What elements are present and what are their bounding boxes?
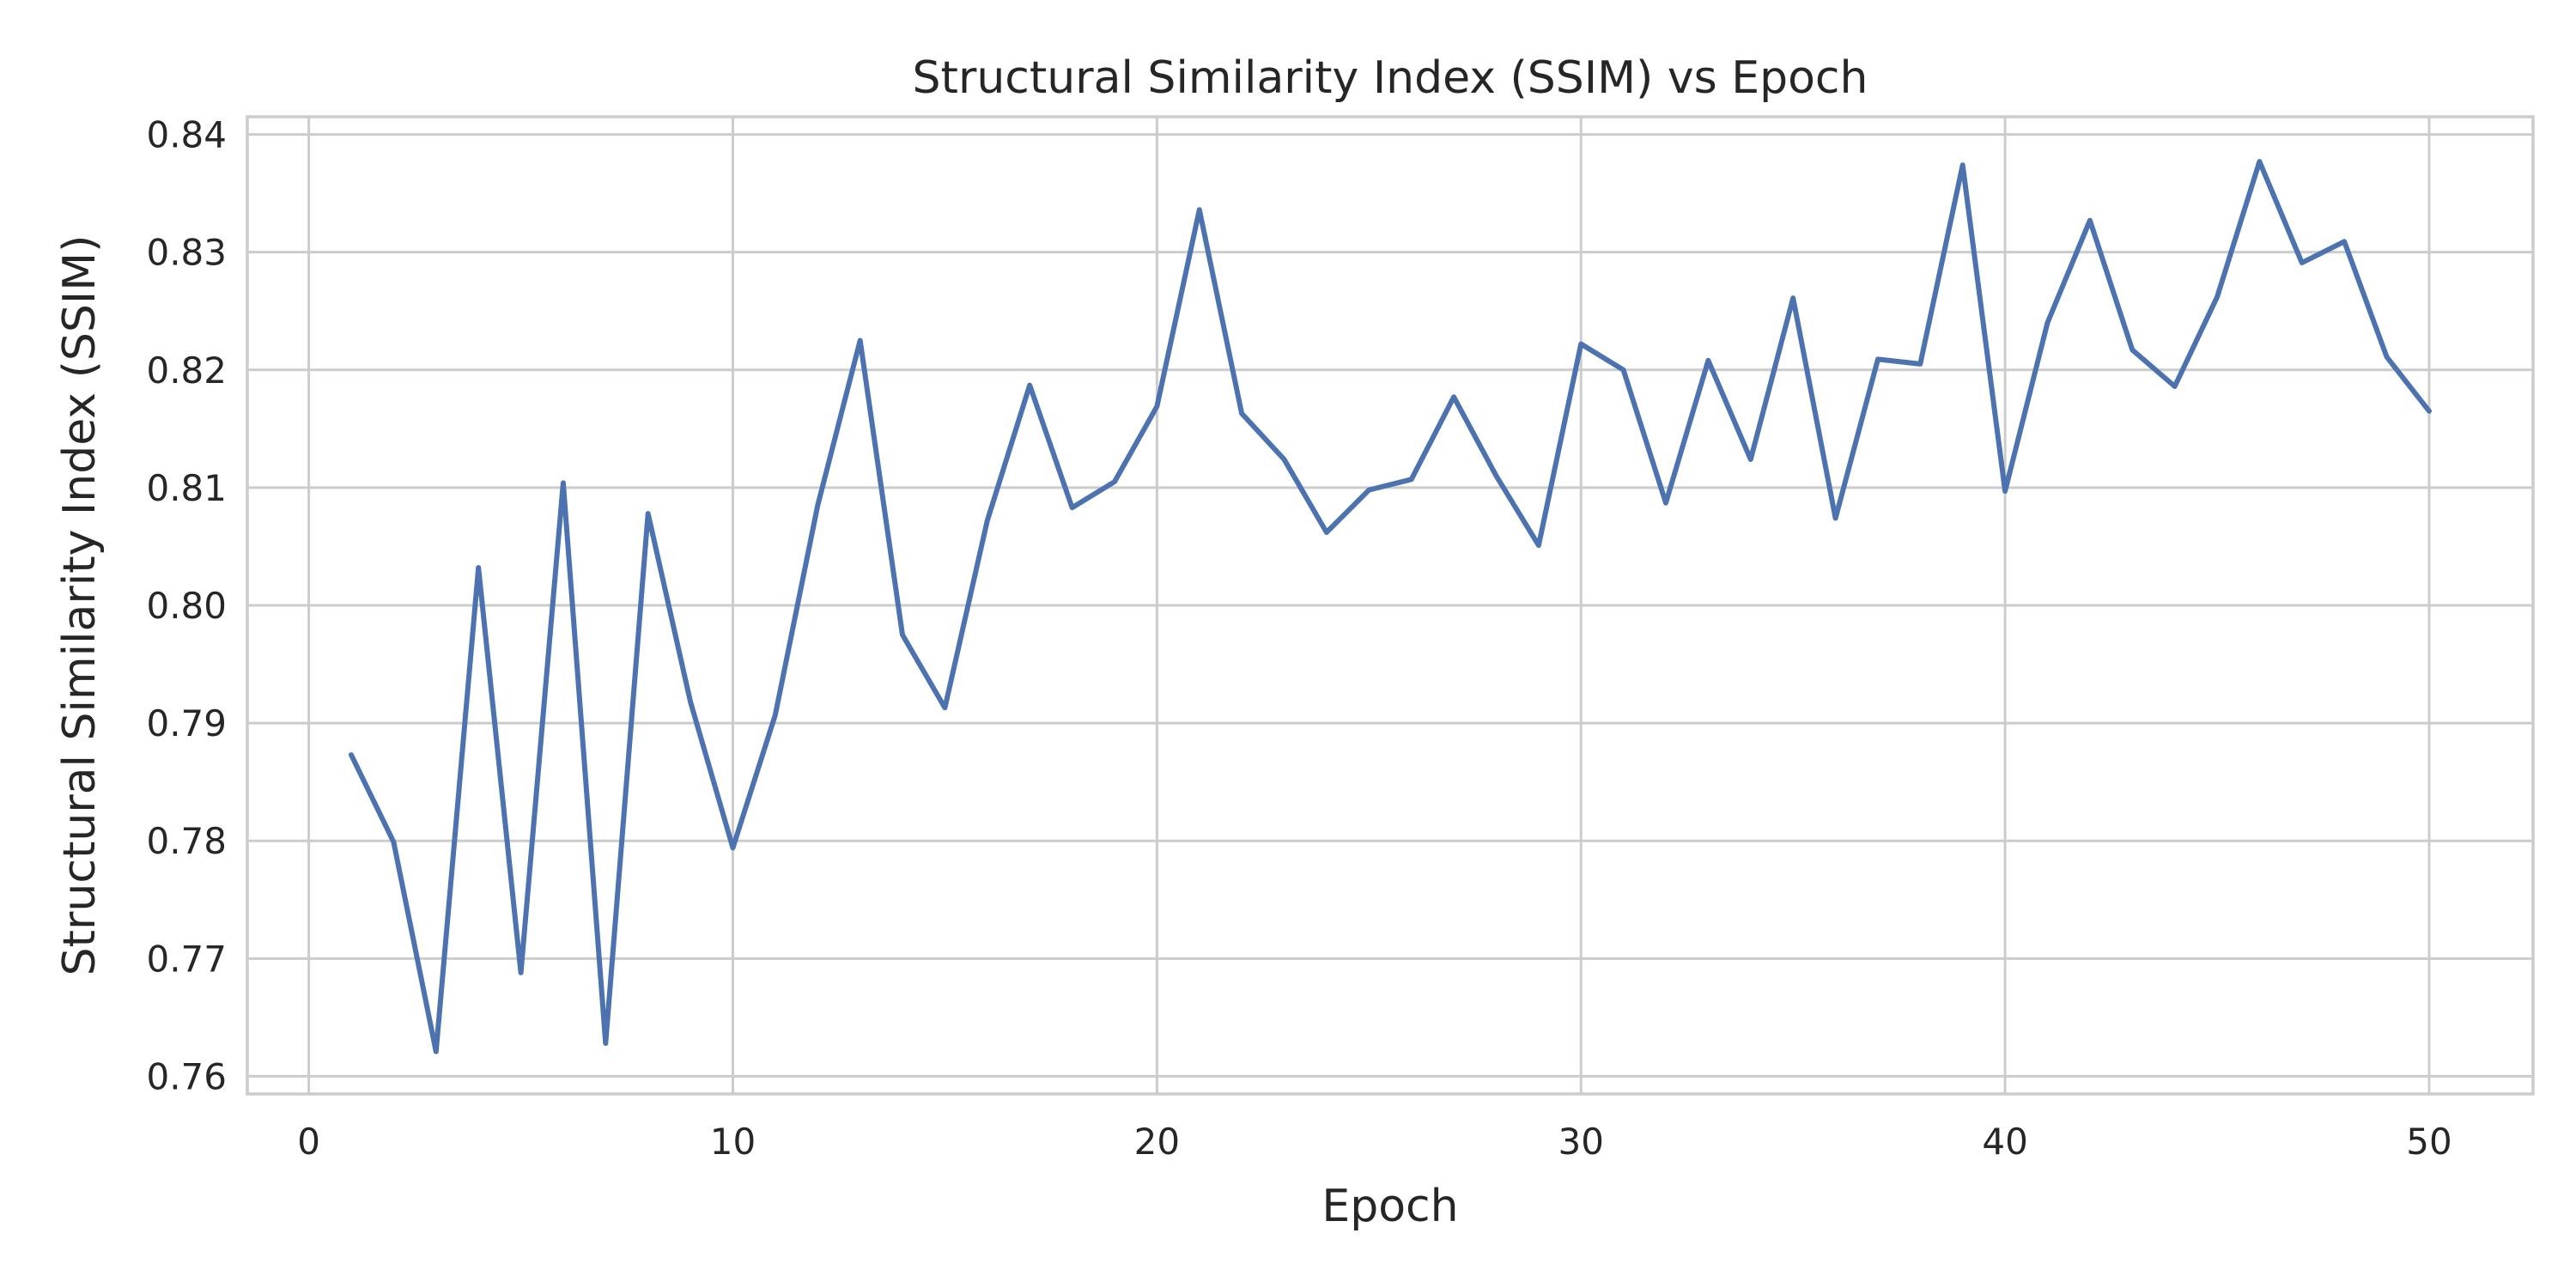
y-tick-label: 0.76	[146, 1055, 227, 1097]
x-tick-label: 50	[2406, 1121, 2451, 1163]
y-tick-label: 0.77	[146, 938, 227, 980]
y-tick-label: 0.80	[146, 585, 227, 627]
x-tick-label: 20	[1134, 1121, 1180, 1163]
y-tick-label: 0.84	[146, 114, 227, 156]
x-tick-label: 0	[297, 1121, 320, 1163]
grid	[247, 117, 2533, 1094]
y-tick-label: 0.83	[146, 232, 227, 274]
y-tick-label: 0.78	[146, 820, 227, 862]
series-layer	[349, 159, 2432, 1054]
x-tick-label: 40	[1982, 1121, 2027, 1163]
chart-title: Structural Similarity Index (SSIM) vs Ep…	[913, 52, 1868, 104]
y-axis-label: Structural Similarity Index (SSIM)	[54, 235, 106, 976]
y-tick-label: 0.82	[146, 349, 227, 392]
y-tick-labels: 0.76 0.77 0.78 0.79 0.80 0.81 0.82 0.83 0.84	[146, 114, 227, 1098]
x-tick-label: 10	[710, 1121, 756, 1163]
series-line	[349, 159, 2432, 1054]
plot-frame	[246, 115, 2535, 1096]
y-tick-label: 0.79	[146, 702, 227, 744]
y-tick-label: 0.81	[146, 467, 227, 509]
x-axis-label: Epoch	[1321, 1181, 1458, 1232]
x-tick-labels: 0 10 20 30 40 50	[297, 1121, 2451, 1163]
x-tick-label: 30	[1558, 1121, 1604, 1163]
